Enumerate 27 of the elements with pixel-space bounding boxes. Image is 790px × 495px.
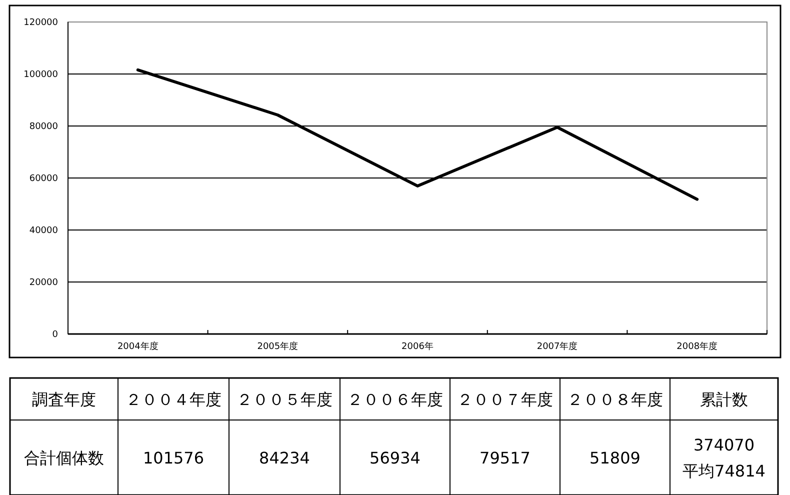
text: ２００４年度 bbox=[126, 390, 222, 409]
y-tick-label: 0 bbox=[52, 330, 58, 340]
y-tick-label: 40000 bbox=[29, 226, 58, 236]
x-tick-label: 2004年度 bbox=[117, 341, 158, 352]
x-tick-label: 2007年度 bbox=[536, 341, 578, 352]
text: 累計数 bbox=[700, 390, 748, 409]
text: 51809 bbox=[590, 448, 640, 468]
text: 調査年度 bbox=[32, 390, 96, 409]
y-tick-label: 20000 bbox=[29, 278, 58, 288]
text: 平均74814 bbox=[682, 462, 766, 480]
text: ２００７年度 bbox=[457, 390, 553, 409]
text: ２００５年度 bbox=[236, 390, 332, 409]
text: 374070 bbox=[693, 436, 755, 454]
x-tick-label: 2006年 bbox=[402, 341, 434, 352]
x-tick-label: 2005年度 bbox=[257, 341, 298, 352]
y-tick-label: 80000 bbox=[29, 122, 58, 132]
x-tick-label: 2008年度 bbox=[676, 341, 718, 352]
text: 合計個体数 bbox=[24, 448, 104, 468]
text: 79517 bbox=[480, 448, 530, 468]
text: ２００６年度 bbox=[347, 390, 443, 409]
text: 84234 bbox=[259, 448, 310, 468]
text: 101576 bbox=[142, 448, 204, 468]
text: ２００８年度 bbox=[567, 390, 663, 409]
text: 56934 bbox=[370, 448, 420, 468]
y-tick-label: 120000 bbox=[24, 18, 58, 28]
y-tick-label: 60000 bbox=[29, 174, 58, 184]
y-tick-label: 100000 bbox=[24, 70, 58, 80]
